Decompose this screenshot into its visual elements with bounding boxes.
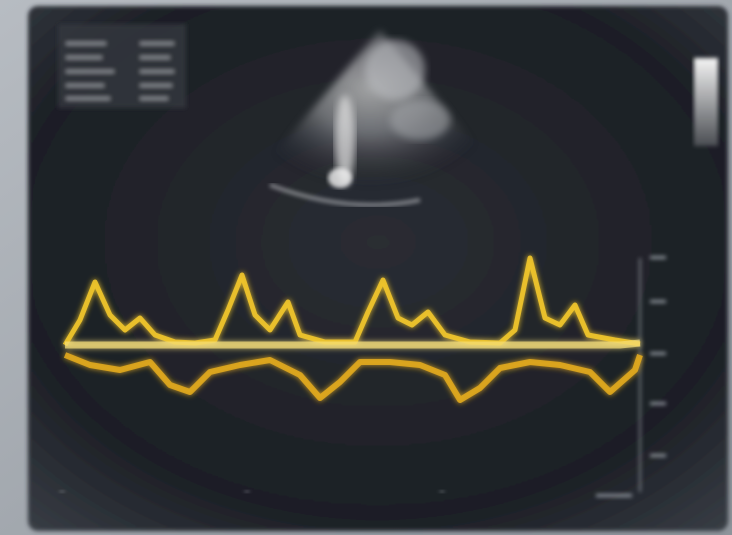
panel-row bbox=[66, 97, 110, 100]
panel-row bbox=[140, 56, 170, 59]
measurement-panel bbox=[58, 24, 186, 108]
echo-structure bbox=[390, 100, 450, 140]
photo bbox=[0, 0, 732, 535]
time-tick bbox=[60, 490, 64, 493]
panel-row bbox=[140, 70, 174, 73]
scale-label bbox=[650, 402, 666, 405]
panel-row bbox=[140, 97, 168, 100]
gray-scale-bar bbox=[694, 58, 718, 146]
scale-label bbox=[650, 256, 666, 259]
panel-row bbox=[140, 84, 172, 87]
panel-row bbox=[140, 42, 174, 45]
time-tick bbox=[440, 490, 444, 493]
echo-structure bbox=[365, 40, 425, 100]
panel-row bbox=[66, 84, 104, 87]
time-tick bbox=[245, 490, 249, 493]
panel-row bbox=[66, 70, 114, 73]
scale-label bbox=[650, 454, 666, 457]
scale-label bbox=[596, 494, 632, 497]
page bbox=[0, 0, 732, 535]
panel-row bbox=[66, 42, 106, 45]
panel-row bbox=[66, 56, 102, 59]
scale-label bbox=[650, 300, 666, 303]
panel-bg bbox=[58, 24, 186, 108]
echo-structure bbox=[328, 168, 352, 188]
waveform-baseline bbox=[65, 343, 640, 345]
scale-label bbox=[650, 352, 666, 355]
